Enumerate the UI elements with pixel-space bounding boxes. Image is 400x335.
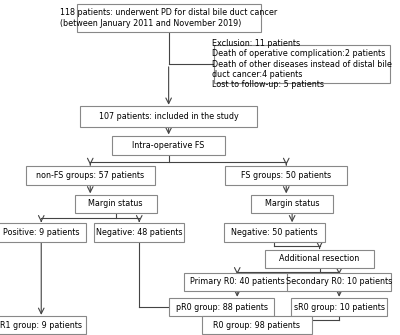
Text: Margin status: Margin status (265, 199, 319, 208)
Text: Additional resection: Additional resection (280, 254, 360, 263)
Text: FS groups: 50 patients: FS groups: 50 patients (241, 171, 331, 180)
FancyBboxPatch shape (214, 45, 390, 83)
Text: R1 group: 9 patients: R1 group: 9 patients (0, 321, 82, 330)
FancyBboxPatch shape (94, 223, 184, 242)
FancyBboxPatch shape (184, 273, 290, 291)
Text: Positive: 9 patients: Positive: 9 patients (3, 228, 80, 237)
Text: Margin status: Margin status (88, 199, 143, 208)
Text: R0 group: 98 patients: R0 group: 98 patients (213, 321, 300, 330)
FancyBboxPatch shape (112, 136, 226, 155)
FancyBboxPatch shape (80, 106, 257, 127)
Text: non-FS groups: 57 patients: non-FS groups: 57 patients (36, 171, 144, 180)
FancyBboxPatch shape (287, 273, 391, 291)
FancyBboxPatch shape (76, 4, 261, 32)
FancyBboxPatch shape (251, 195, 333, 213)
Text: Exclusion: 11 patients
Death of operative complication:2 patients
Death of other: Exclusion: 11 patients Death of operativ… (212, 39, 392, 89)
Text: sR0 group: 10 patients: sR0 group: 10 patients (294, 303, 385, 312)
FancyBboxPatch shape (0, 316, 86, 334)
FancyBboxPatch shape (291, 298, 387, 316)
Text: Secondary R0: 10 patients: Secondary R0: 10 patients (286, 277, 392, 286)
FancyBboxPatch shape (202, 316, 312, 334)
Text: Negative: 48 patients: Negative: 48 patients (96, 228, 182, 237)
FancyBboxPatch shape (74, 195, 157, 213)
Text: Negative: 50 patients: Negative: 50 patients (231, 228, 318, 237)
FancyBboxPatch shape (265, 250, 374, 268)
FancyBboxPatch shape (226, 166, 347, 185)
Text: Primary R0: 40 patients: Primary R0: 40 patients (190, 277, 285, 286)
Text: pR0 group: 88 patients: pR0 group: 88 patients (176, 303, 268, 312)
FancyBboxPatch shape (224, 223, 326, 242)
Text: Intra-operative FS: Intra-operative FS (132, 141, 205, 150)
Text: 118 patients: underwent PD for distal bile duct cancer
(between January 2011 and: 118 patients: underwent PD for distal bi… (60, 8, 277, 28)
FancyBboxPatch shape (169, 298, 274, 316)
FancyBboxPatch shape (0, 223, 86, 242)
Text: 107 patients: included in the study: 107 patients: included in the study (99, 112, 238, 121)
FancyBboxPatch shape (26, 166, 155, 185)
